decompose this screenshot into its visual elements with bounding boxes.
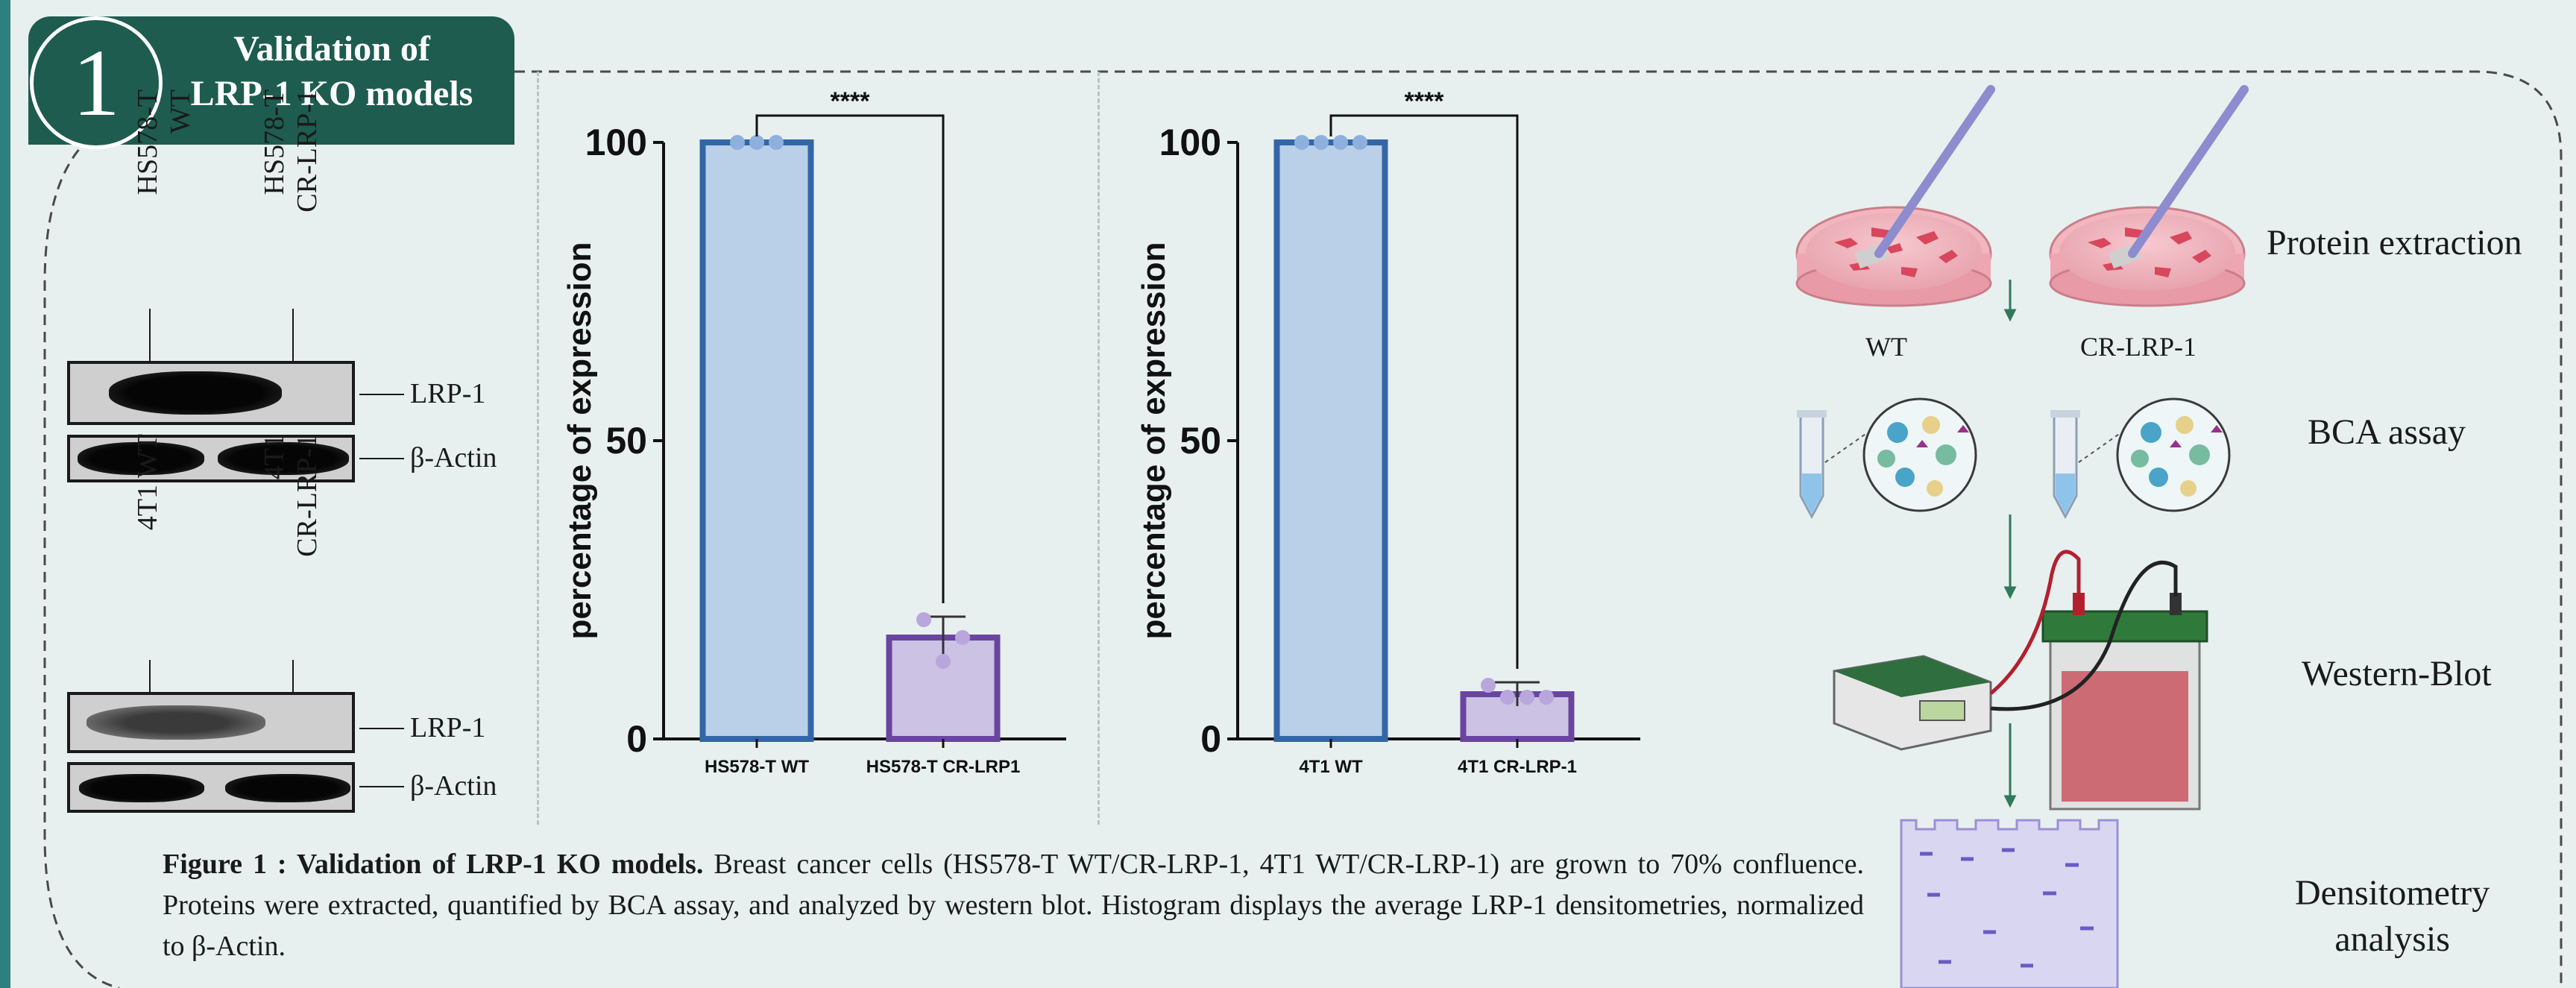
blot1-actin-band-wt (78, 442, 204, 475)
blot1-lrp1-membrane (67, 361, 355, 425)
blot2-lrp1-label: LRP-1 (410, 712, 486, 743)
y-tick-label: 100 (585, 122, 647, 163)
data-point (1314, 135, 1329, 150)
data-point (936, 654, 951, 669)
workflow-illustration (1795, 85, 2249, 988)
caption-text: Breast cancer cells (HS578-T WT/CR-LRP-1… (163, 849, 1865, 962)
data-point (769, 135, 784, 150)
blot2-lrp1-leader (359, 728, 404, 729)
panel-title: Validation of LRP-1 KO models (160, 27, 503, 116)
significance-label: **** (831, 87, 871, 116)
step-bca-assay: BCA assay (2308, 412, 2466, 452)
caption-bold: Figure 1 : Validation of LRP-1 KO models… (163, 849, 704, 880)
panel-title-line2: LRP-1 KO models (190, 74, 473, 113)
data-point (1294, 135, 1309, 150)
x-tick-label: HS578-T WT (705, 757, 809, 777)
data-point (1520, 690, 1534, 705)
blot2-lrp1-band-wt (86, 705, 265, 740)
bar-chart-4t1: 0 50 100 percentage of expression 4T1 WT 4T1 … (1136, 87, 1640, 777)
blot2-actin-band-ko (225, 774, 350, 802)
data-point (749, 135, 764, 150)
bar-chart-hs578t: 0 50 100 percentage of expression HS578-T WT… (561, 87, 1066, 777)
data-point (1481, 678, 1496, 693)
y-tick-label: 50 (1180, 420, 1221, 462)
sample-label-wt: WT (1865, 332, 1907, 362)
bar (699, 139, 814, 742)
workflow-arrows (2003, 280, 2017, 808)
blot1-lane-tick-2 (292, 309, 294, 362)
blot2-lane-label-1: 4T1 WT (132, 434, 163, 531)
y-tick-label: 100 (1159, 122, 1221, 163)
blot1-actin-membrane (67, 435, 355, 482)
blot2-lane-tick-2 (292, 660, 294, 693)
blot2-lane-label-2: 4T1 CR-LRP-1 (259, 434, 323, 557)
bar (1273, 139, 1388, 742)
bca-tube-wt-icon (1797, 410, 1827, 520)
sample-label-ko: CR-LRP-1 (2080, 332, 2197, 362)
data-point (1333, 135, 1348, 150)
y-axis-label: percentage of expression (1136, 242, 1172, 639)
blot1-lane-label-2: HS578-T CR-LRP-1 (259, 89, 323, 213)
significance-bracket (1329, 114, 1519, 669)
significance-bracket (755, 114, 945, 603)
panel-divider-2 (1098, 72, 1100, 825)
x-tick-label: 4T1 CR-LRP-1 (1458, 757, 1577, 777)
petri-dish-wt-icon (1795, 85, 1995, 307)
blot1-lrp1-band-wt (109, 371, 282, 415)
blot1-actin-label: β-Actin (410, 442, 497, 473)
panel-title-line1: Validation of (233, 29, 430, 69)
step-western-blot: Western-Blot (2302, 654, 2492, 693)
blot2-lrp1-membrane (67, 692, 355, 753)
protein-circle-ko-icon (2116, 397, 2231, 512)
blot2-lane-tick-1 (149, 660, 151, 693)
data-point (1500, 690, 1515, 705)
y-tick-label: 0 (1200, 718, 1221, 760)
bca-tube-ko-icon (2050, 410, 2080, 520)
left-accent-bar (0, 0, 10, 988)
step-protein-extraction: Protein extraction (2267, 223, 2522, 262)
blot2-actin-band-wt (79, 774, 204, 802)
power-supply-icon (1833, 655, 1992, 751)
blot1-lrp1-label: LRP-1 (410, 378, 486, 409)
data-point (730, 135, 745, 150)
blot2-actin-membrane (67, 762, 355, 813)
x-tick-label: HS578-T CR-LRP1 (866, 757, 1021, 777)
significance-label: **** (1405, 87, 1445, 116)
blot2-actin-label: β-Actin (410, 770, 497, 802)
blot1-lrp1-leader (359, 394, 404, 395)
protein-circle-wt-icon (1862, 397, 1977, 512)
blot1-actin-band-ko (218, 442, 349, 475)
blot1-lane-tick-1 (149, 309, 151, 362)
y-axis-label: percentage of expression (561, 242, 598, 639)
blot2-actin-leader (359, 786, 404, 787)
y-tick-label: 50 (605, 420, 647, 462)
panel-divider-1 (537, 72, 539, 825)
data-point (1539, 690, 1554, 705)
data-point (1352, 135, 1367, 150)
y-tick-label: 0 (626, 718, 647, 760)
blot1-lane-label-1: HS578-T WT (132, 89, 196, 195)
petri-dish-ko-icon (2049, 85, 2249, 307)
step-number-badge: 1 (30, 16, 163, 149)
x-tick-label: 4T1 WT (1299, 757, 1363, 777)
data-point (916, 612, 931, 627)
gel-tank-icon (2041, 593, 2208, 811)
step-densitometry: Densitometry analysis (2295, 873, 2490, 959)
data-point (955, 630, 970, 645)
membrane-blot-icon (1900, 819, 2119, 988)
blot1-actin-leader (359, 458, 404, 459)
figure-caption: Figure 1 : Validation of LRP-1 KO models… (163, 844, 1864, 967)
